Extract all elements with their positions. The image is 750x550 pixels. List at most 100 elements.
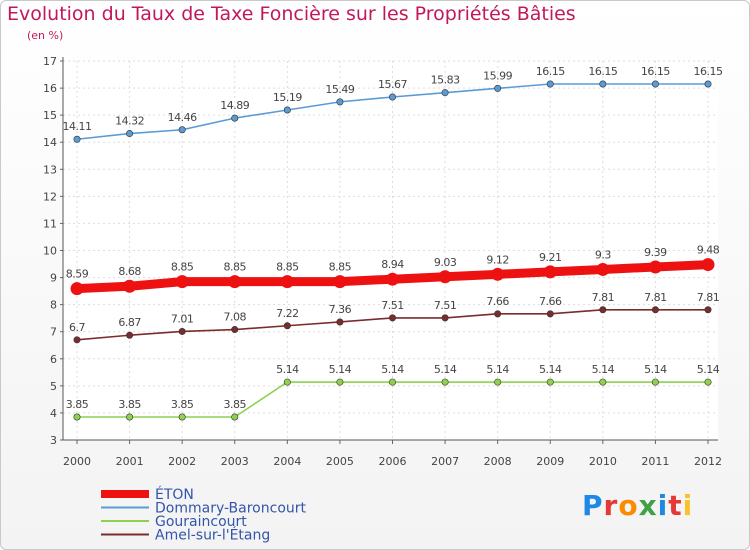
legend-label: Gouraincourt [155,514,247,530]
data-label: 5.14 [644,363,667,376]
x-tick-label: 2000 [63,455,91,468]
logo-letter: P [582,489,604,522]
y-tick-label: 7 [50,326,57,339]
data-point [441,89,449,97]
data-point [73,135,81,143]
data-point [543,265,557,279]
data-label: 7.66 [486,295,509,308]
data-point [126,413,134,421]
data-point [283,378,291,386]
data-label: 15.99 [483,69,512,82]
data-point [336,378,344,386]
data-label: 5.14 [276,363,299,376]
data-point [441,314,449,322]
data-point [599,306,607,314]
data-point [491,267,505,281]
data-point [178,126,186,134]
data-point [126,331,134,339]
data-label: 15.49 [325,83,354,96]
data-label: 9.21 [539,251,562,264]
x-tick-label: 2008 [484,455,512,468]
data-label: 9.03 [434,256,457,269]
data-label: 7.81 [592,291,615,304]
data-point [178,327,186,335]
x-tick-label: 2001 [116,455,144,468]
x-tick-label: 2011 [641,455,669,468]
series-3: 6.7 6.87 7.01 7.08 7.22 7.36 7.51 7.51 7.66 7.66 7… [69,291,720,344]
x-tick-label: 2003 [221,455,249,468]
data-label: 8.85 [329,261,352,274]
data-point [599,378,607,386]
x-tick-label: 2009 [536,455,564,468]
chart-title: Evolution du Taux de Taxe Foncière sur l… [7,3,576,25]
data-point [228,275,242,289]
data-point [386,272,399,286]
y-tick-label: 9 [50,272,57,285]
data-label: 3.85 [118,398,141,411]
data-point [231,114,239,122]
series-0: 8.59 8.68 8.85 8.85 8.85 8.85 8.94 9.03 9.12 9.21… [66,244,720,296]
data-label: 14.46 [168,111,197,124]
data-label: 7.22 [276,307,299,320]
legend-label: ÉTON [155,486,194,503]
legend-label: Dommary-Baroncourt [155,501,307,517]
data-label: 7.66 [539,295,562,308]
logo-letter: i [682,489,694,522]
data-point [388,93,396,101]
x-tick-label: 2012 [694,455,722,468]
x-tick-label: 2002 [168,455,196,468]
data-label: 7.81 [697,291,720,304]
data-point [231,413,239,421]
data-label: 5.14 [592,363,615,376]
data-point [388,378,396,386]
data-point [596,262,610,276]
data-point [283,322,291,330]
data-point [494,378,502,386]
data-point [704,306,712,314]
data-point [70,282,84,296]
y-tick-label: 4 [50,407,57,420]
y-tick-label: 11 [43,217,57,230]
y-tick-label: 8 [50,299,57,312]
data-label: 8.94 [381,258,404,271]
data-point [336,98,344,106]
data-point [283,106,291,114]
data-point [701,258,715,272]
data-label: 6.7 [69,321,85,334]
data-label: 8.85 [276,261,299,274]
data-point [704,80,712,88]
x-tick-label: 2005 [326,455,354,468]
data-point [333,275,347,289]
data-point [546,80,554,88]
data-label: 9.3 [595,248,611,261]
data-point [494,310,502,318]
data-label: 5.14 [539,363,562,376]
y-tick-label: 3 [50,434,57,447]
data-point [651,80,659,88]
y-tick-label: 12 [43,190,57,203]
series-1: 14.11 14.32 14.46 14.89 15.19 15.49 15.67 15.83… [63,65,723,143]
y-tick-label: 5 [50,380,57,393]
y-tick-label: 10 [43,245,57,258]
data-point [648,260,662,274]
data-label: 7.81 [644,291,667,304]
y-tick-label: 14 [43,136,57,149]
grid-layer [63,60,718,441]
data-label: 7.08 [224,311,247,324]
y-tick-label: 15 [43,109,57,122]
x-tick-label: 2007 [431,455,459,468]
data-label: 7.01 [171,312,194,325]
data-point [280,275,294,289]
data-label: 15.67 [378,78,407,91]
data-label: 5.14 [434,363,457,376]
data-point [123,279,137,293]
data-point [178,413,186,421]
data-label: 8.59 [66,268,89,281]
data-label: 3.85 [224,398,247,411]
data-label: 16.15 [694,65,723,78]
data-label: 14.11 [63,120,92,133]
data-label: 6.87 [118,316,141,329]
data-label: 8.68 [118,265,141,278]
logo-letter: o [618,489,639,522]
